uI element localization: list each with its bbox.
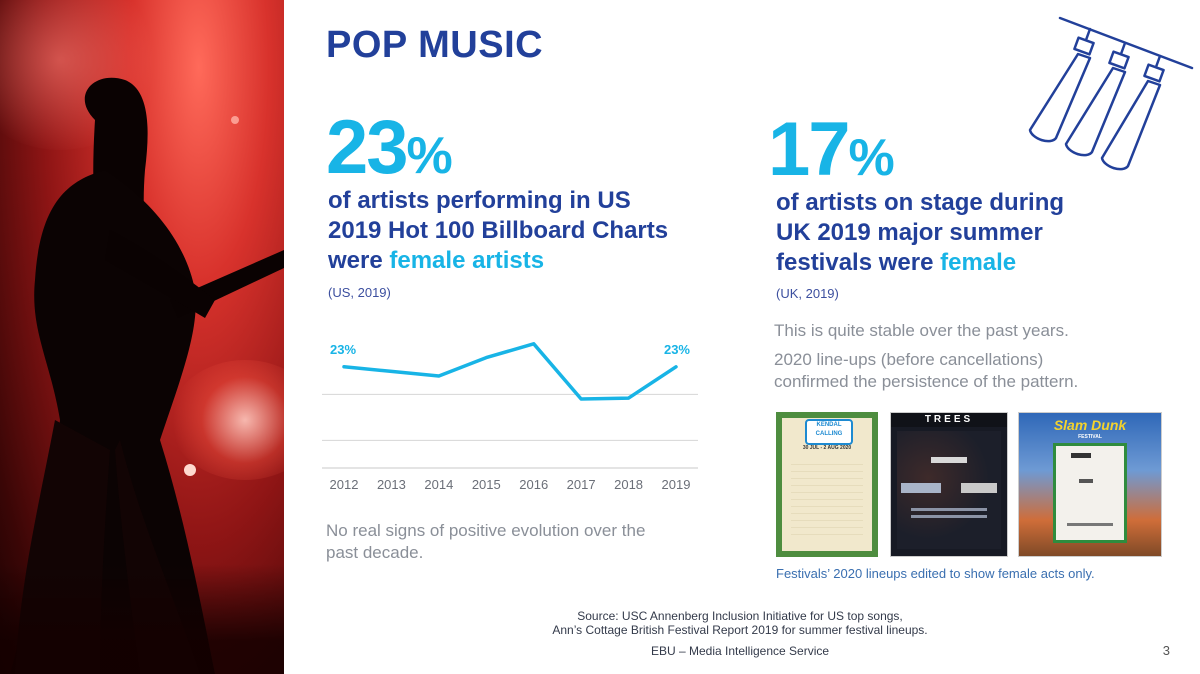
x-tick-label: 2018 [614, 477, 643, 492]
x-tick-label: 2015 [472, 477, 501, 492]
page-title: POP MUSIC [326, 24, 544, 66]
data-label-first: 23% [330, 342, 356, 357]
poster-slam-dunk: Slam Dunk FESTIVAL [1018, 412, 1162, 557]
uk-lineups-note: 2020 line-ups (before cancellations) con… [774, 350, 1079, 391]
x-tick-label: 2017 [567, 477, 596, 492]
poster-kendal-calling: KENDAL CALLING 30 JUL - 2 AUG 2020 [776, 412, 878, 557]
x-tick-label: 2013 [377, 477, 406, 492]
uk-stat-value: 17% [768, 107, 895, 192]
posters-caption: Festivals’ 2020 lineups edited to show f… [776, 566, 1095, 581]
us-stat-value: 23% [326, 105, 453, 190]
poster-trees: TREES [890, 412, 1008, 557]
footer-org: EBU – Media Intelligence Service [650, 644, 830, 658]
us-stat-description: of artists performing in US 2019 Hot 100… [328, 187, 669, 274]
x-tick-label: 2016 [519, 477, 548, 492]
stage-spotlights-icon [1028, 16, 1194, 171]
footer-source: Source: USC Annenberg Inclusion Initiati… [552, 609, 928, 637]
uk-stability-note: This is quite stable over the past years… [774, 321, 1069, 340]
x-tick-label: 2012 [330, 477, 359, 492]
series-line [342, 342, 678, 401]
x-tick-label: 2019 [662, 477, 691, 492]
hero-photo-guitarist [0, 0, 284, 674]
x-tick-label: 2014 [424, 477, 453, 492]
us-source-note: (US, 2019) [328, 285, 391, 300]
uk-stat-description: of artists on stage during UK 2019 major… [776, 189, 1065, 276]
uk-source-note: (UK, 2019) [776, 286, 839, 301]
data-label-last: 23% [664, 342, 690, 357]
us-comment: No real signs of positive evolution over… [326, 521, 646, 562]
us-female-artists-line-chart: 23% 23% 2012 2013 2014 2015 2016 2017 2018 2019 [322, 342, 698, 492]
page-number: 3 [1162, 643, 1170, 658]
